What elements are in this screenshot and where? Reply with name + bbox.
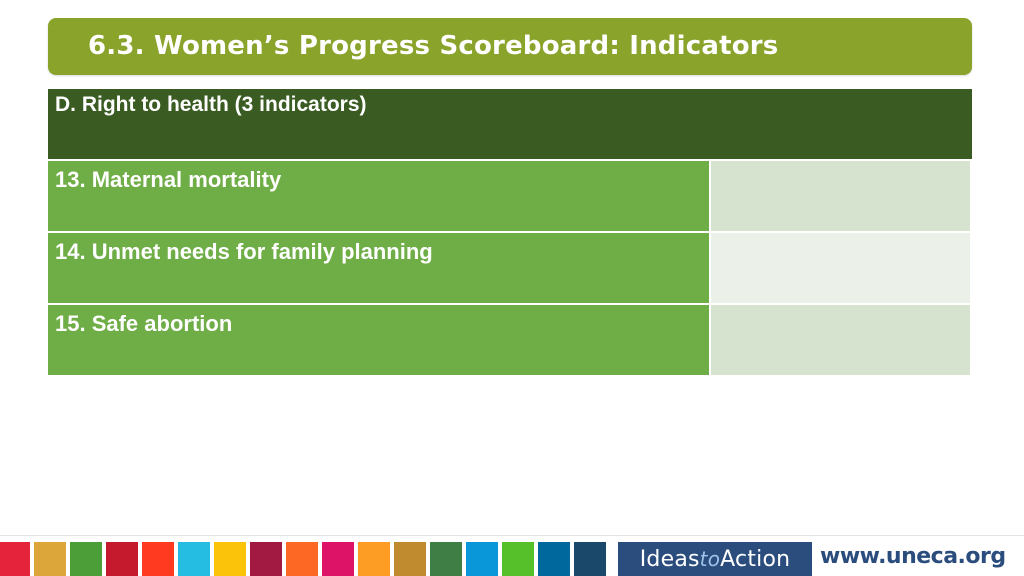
brand-action: Action — [720, 546, 791, 572]
sdg-tile-17 — [574, 542, 606, 576]
table-header-row: D. Right to health (3 indicators) — [48, 89, 972, 161]
indicator-label: 14. Unmet needs for family planning — [48, 233, 711, 303]
sdg-tile-6 — [178, 542, 210, 576]
sdg-color-strip — [0, 542, 610, 576]
footer: Ideas to Action www.uneca.org — [0, 535, 1024, 576]
sdg-tile-11 — [358, 542, 390, 576]
sdg-tile-10 — [322, 542, 354, 576]
indicator-value — [711, 161, 970, 231]
sdg-tile-16 — [538, 542, 570, 576]
indicator-value — [711, 233, 970, 303]
sdg-tile-2 — [34, 542, 66, 576]
indicator-table: D. Right to health (3 indicators) 13. Ma… — [48, 89, 972, 377]
sdg-tile-7 — [214, 542, 246, 576]
indicator-label: 13. Maternal mortality — [48, 161, 711, 231]
page-title: 6.3. Women’s Progress Scoreboard: Indica… — [88, 31, 779, 61]
sdg-tile-14 — [466, 542, 498, 576]
indicator-label: 15. Safe abortion — [48, 305, 711, 375]
sdg-tile-9 — [286, 542, 318, 576]
sdg-tile-1 — [0, 542, 30, 576]
sdg-tile-13 — [430, 542, 462, 576]
table-row: 14. Unmet needs for family planning — [48, 233, 972, 305]
table-header-label: D. Right to health (3 indicators) — [55, 93, 367, 116]
website-link[interactable]: www.uneca.org — [820, 544, 1006, 569]
table-row: 13. Maternal mortality — [48, 161, 972, 233]
brand-ideas: Ideas — [639, 546, 700, 572]
sdg-tile-5 — [142, 542, 174, 576]
brand-to: to — [699, 547, 721, 571]
sdg-tile-4 — [106, 542, 138, 576]
sdg-tile-8 — [250, 542, 282, 576]
sdg-tile-12 — [394, 542, 426, 576]
ideas-to-action-logo: Ideas to Action — [618, 542, 812, 576]
sdg-tile-15 — [502, 542, 534, 576]
sdg-tile-3 — [70, 542, 102, 576]
title-bar: 6.3. Women’s Progress Scoreboard: Indica… — [48, 18, 972, 75]
table-row: 15. Safe abortion — [48, 305, 972, 377]
indicator-value — [711, 305, 970, 375]
